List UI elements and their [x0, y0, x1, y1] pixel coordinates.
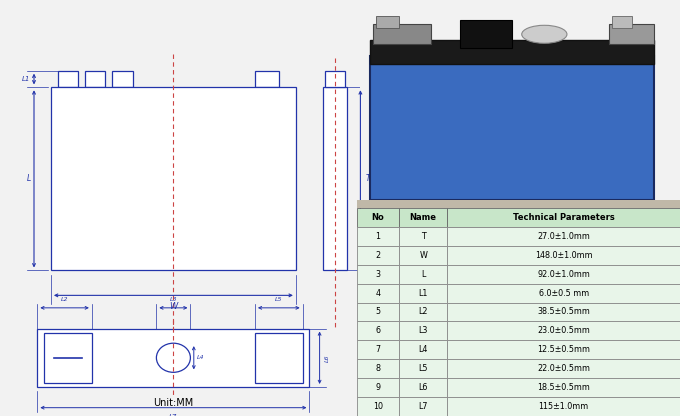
Bar	[447, 397, 680, 416]
Bar	[357, 397, 399, 416]
Text: L: L	[421, 270, 426, 279]
Text: No: No	[371, 213, 384, 222]
Bar	[357, 322, 399, 340]
Text: L7: L7	[169, 414, 177, 416]
Text: L4: L4	[418, 345, 428, 354]
Bar	[399, 397, 447, 416]
Bar	[357, 208, 399, 227]
Bar	[37, 329, 309, 387]
Text: Technical Parameters: Technical Parameters	[513, 213, 615, 222]
Bar	[447, 378, 680, 397]
Text: T: T	[366, 174, 370, 183]
Text: 4: 4	[375, 289, 381, 297]
Text: L3: L3	[418, 327, 428, 335]
Text: 115±1.0mm: 115±1.0mm	[539, 402, 589, 411]
Text: 6: 6	[375, 327, 381, 335]
Bar	[373, 24, 431, 44]
Bar	[44, 333, 92, 383]
Bar	[399, 227, 447, 246]
Ellipse shape	[522, 25, 567, 43]
Bar	[447, 359, 680, 378]
Text: L2: L2	[61, 297, 69, 302]
Text: L2: L2	[418, 307, 428, 317]
Bar	[460, 20, 512, 48]
Bar	[447, 284, 680, 302]
Bar	[447, 246, 680, 265]
Bar	[357, 200, 680, 208]
Text: 2: 2	[375, 251, 381, 260]
Text: L6: L6	[418, 383, 428, 392]
Text: 27.0±1.0mm: 27.0±1.0mm	[537, 232, 590, 241]
Bar	[85, 71, 105, 87]
Text: 9: 9	[375, 383, 381, 392]
Text: 23.0±0.5mm: 23.0±0.5mm	[537, 327, 590, 335]
Bar	[357, 340, 399, 359]
Text: L1: L1	[22, 76, 31, 82]
Bar	[399, 322, 447, 340]
Text: 92.0±1.0mm: 92.0±1.0mm	[537, 270, 590, 279]
Text: L1: L1	[418, 289, 428, 297]
Bar	[447, 208, 680, 227]
Text: L7: L7	[418, 402, 428, 411]
Text: 10: 10	[373, 402, 383, 411]
Text: 1: 1	[375, 232, 381, 241]
Bar	[447, 265, 680, 284]
Bar	[357, 378, 399, 397]
Text: 12.5±0.5mm: 12.5±0.5mm	[537, 345, 590, 354]
Bar	[357, 227, 399, 246]
Bar	[399, 284, 447, 302]
Bar	[51, 87, 296, 270]
Bar	[357, 359, 399, 378]
Text: 38.5±0.5mm: 38.5±0.5mm	[537, 307, 590, 317]
Bar	[357, 302, 399, 322]
Text: 5: 5	[375, 307, 381, 317]
Text: 18.5±0.5mm: 18.5±0.5mm	[537, 383, 590, 392]
Bar	[370, 40, 654, 64]
Bar	[447, 322, 680, 340]
Text: W: W	[169, 302, 177, 311]
Text: 22.0±0.5mm: 22.0±0.5mm	[537, 364, 590, 373]
Bar	[399, 208, 447, 227]
Bar	[399, 246, 447, 265]
Text: 148.0±1.0mm: 148.0±1.0mm	[535, 251, 592, 260]
Bar	[323, 87, 347, 270]
Bar	[58, 71, 78, 87]
Text: 7: 7	[375, 345, 381, 354]
Bar	[447, 340, 680, 359]
Bar	[399, 359, 447, 378]
Bar	[370, 56, 654, 200]
Bar	[357, 284, 399, 302]
Bar	[447, 302, 680, 322]
Bar	[377, 16, 399, 28]
Bar	[447, 227, 680, 246]
Text: 8: 8	[375, 364, 381, 373]
Text: L6: L6	[325, 354, 330, 362]
Bar	[112, 71, 133, 87]
Text: 3: 3	[375, 270, 381, 279]
Bar	[255, 333, 303, 383]
Text: L5: L5	[418, 364, 428, 373]
Bar	[399, 302, 447, 322]
Text: L3: L3	[169, 297, 177, 302]
Bar	[325, 71, 345, 87]
Text: Unit:MM: Unit:MM	[153, 398, 194, 408]
Text: L5: L5	[275, 297, 283, 302]
Text: L4: L4	[197, 355, 205, 360]
Text: L: L	[27, 174, 31, 183]
Bar	[357, 246, 399, 265]
Bar	[255, 71, 279, 87]
Bar	[399, 265, 447, 284]
Bar	[399, 378, 447, 397]
Text: W: W	[420, 251, 427, 260]
Bar	[357, 265, 399, 284]
Bar	[399, 340, 447, 359]
Ellipse shape	[156, 343, 190, 372]
Text: Name: Name	[410, 213, 437, 222]
Bar	[612, 16, 632, 28]
Text: 6.0±0.5 mm: 6.0±0.5 mm	[539, 289, 589, 297]
Text: T: T	[421, 232, 426, 241]
Bar	[609, 24, 654, 44]
